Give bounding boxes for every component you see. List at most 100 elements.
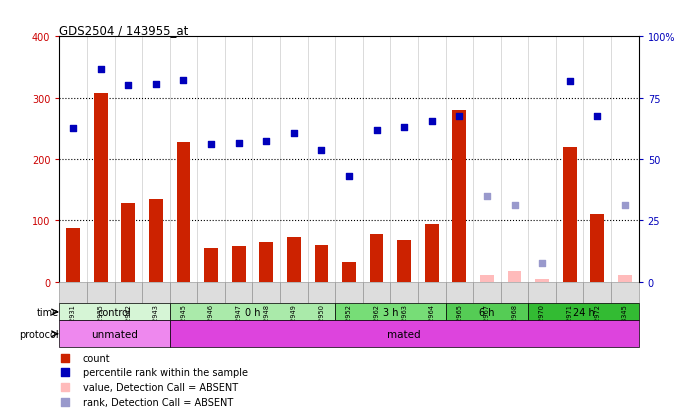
Point (178, 78, 189, 85)
Point (509, 202, 520, 208)
FancyBboxPatch shape (59, 321, 170, 347)
FancyBboxPatch shape (445, 304, 528, 321)
FancyBboxPatch shape (473, 282, 500, 304)
Text: 6 h: 6 h (480, 307, 495, 317)
Text: GSM112948: GSM112948 (263, 303, 269, 343)
FancyBboxPatch shape (87, 282, 114, 304)
Bar (425, 224, 438, 282)
Bar (149, 199, 163, 282)
Bar (287, 237, 301, 282)
Text: unmated: unmated (91, 329, 138, 339)
Text: percentile rank within the sample: percentile rank within the sample (82, 367, 248, 377)
Bar (232, 247, 246, 282)
Point (371, 128, 383, 134)
FancyBboxPatch shape (445, 282, 473, 304)
Point (123, 83, 134, 90)
Text: GSM112952: GSM112952 (346, 303, 352, 343)
FancyBboxPatch shape (170, 321, 639, 347)
Bar (260, 242, 273, 282)
Bar (94, 94, 107, 282)
Point (396, 195, 407, 202)
Bar (66, 228, 80, 282)
FancyBboxPatch shape (198, 282, 225, 304)
FancyBboxPatch shape (308, 282, 335, 304)
Text: GSM112970: GSM112970 (539, 303, 545, 343)
FancyBboxPatch shape (59, 282, 87, 304)
Bar (315, 245, 328, 282)
Text: 3 h: 3 h (383, 307, 398, 317)
Text: GSM112968: GSM112968 (512, 303, 517, 343)
FancyBboxPatch shape (335, 282, 363, 304)
FancyBboxPatch shape (528, 282, 556, 304)
FancyBboxPatch shape (170, 282, 198, 304)
Text: count: count (82, 353, 110, 363)
FancyBboxPatch shape (363, 282, 390, 304)
Text: GSM112962: GSM112962 (373, 303, 380, 343)
Bar (205, 249, 218, 282)
FancyBboxPatch shape (500, 282, 528, 304)
FancyBboxPatch shape (418, 282, 445, 304)
Text: control: control (98, 307, 131, 317)
FancyBboxPatch shape (611, 282, 639, 304)
Text: GSM112965: GSM112965 (456, 303, 462, 343)
Bar (563, 147, 577, 282)
Point (592, 114, 603, 120)
Text: 0 h: 0 h (245, 307, 260, 317)
FancyBboxPatch shape (528, 304, 639, 321)
Text: rank, Detection Call = ABSENT: rank, Detection Call = ABSENT (82, 397, 232, 407)
Bar (370, 235, 383, 282)
Text: GSM112947: GSM112947 (236, 303, 242, 343)
Point (315, 147, 327, 154)
Point (150, 81, 161, 88)
Text: mated: mated (387, 329, 421, 339)
Point (288, 130, 299, 137)
FancyBboxPatch shape (114, 282, 142, 304)
FancyBboxPatch shape (280, 282, 308, 304)
Bar (618, 275, 632, 282)
Bar (121, 204, 135, 282)
Point (454, 114, 465, 120)
FancyBboxPatch shape (170, 304, 335, 321)
Point (482, 193, 493, 200)
Bar (452, 111, 466, 282)
FancyBboxPatch shape (253, 282, 280, 304)
Point (396, 60, 407, 66)
Bar (397, 240, 411, 282)
Text: GSM112964: GSM112964 (429, 303, 435, 343)
Text: GSM112943: GSM112943 (153, 303, 159, 343)
Text: GSM112946: GSM112946 (208, 303, 214, 343)
Text: GSM112931: GSM112931 (70, 303, 76, 343)
Text: GSM112942: GSM112942 (126, 303, 131, 343)
FancyBboxPatch shape (335, 304, 445, 321)
Text: GSM112935: GSM112935 (98, 303, 104, 343)
Text: GSM112949: GSM112949 (291, 303, 297, 343)
Point (537, 261, 548, 267)
Point (619, 202, 630, 209)
Point (399, 124, 410, 131)
Bar (177, 142, 191, 282)
Text: protocol: protocol (19, 329, 59, 339)
Bar (591, 215, 604, 282)
Point (564, 78, 575, 85)
Text: GSM112971: GSM112971 (567, 303, 572, 343)
FancyBboxPatch shape (59, 304, 170, 321)
FancyBboxPatch shape (584, 282, 611, 304)
Point (205, 142, 216, 148)
Text: time: time (37, 307, 59, 317)
Point (95, 66, 106, 73)
FancyBboxPatch shape (142, 282, 170, 304)
Text: GSM112945: GSM112945 (181, 303, 186, 343)
Text: value, Detection Call = ABSENT: value, Detection Call = ABSENT (82, 382, 237, 392)
Point (260, 138, 272, 145)
Text: 24 h: 24 h (572, 307, 595, 317)
Bar (342, 262, 356, 282)
Text: GSM112950: GSM112950 (318, 303, 325, 343)
Bar (480, 275, 493, 282)
Point (396, 330, 407, 337)
Point (343, 173, 355, 180)
FancyBboxPatch shape (225, 282, 253, 304)
Text: GSM112972: GSM112972 (594, 303, 600, 343)
Point (233, 140, 244, 147)
Bar (535, 279, 549, 282)
Bar (507, 271, 521, 282)
